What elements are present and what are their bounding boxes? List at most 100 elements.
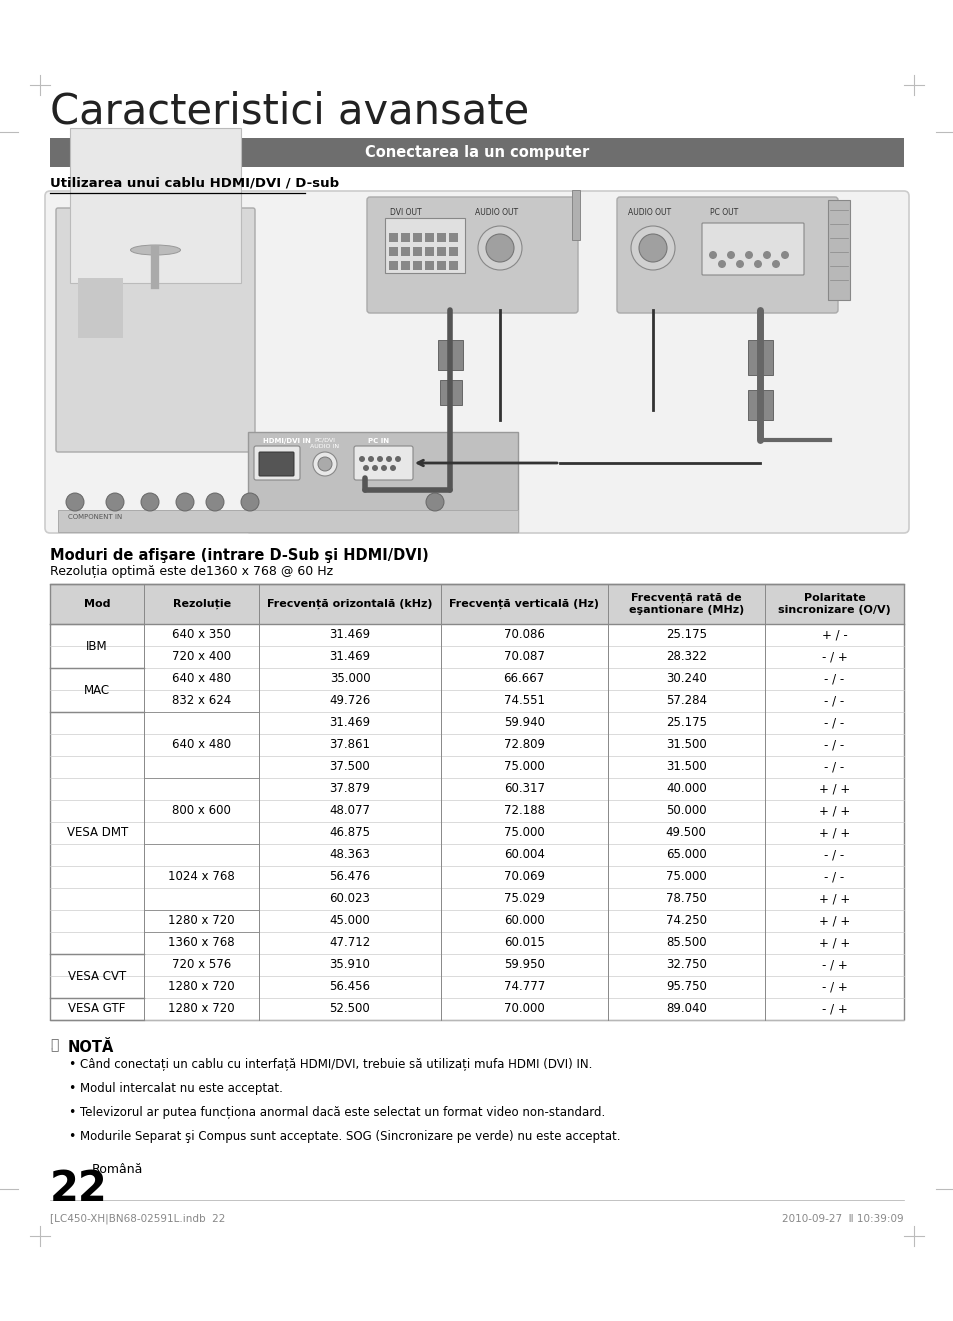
Text: 35.910: 35.910	[329, 959, 370, 971]
Text: - / -: - / -	[823, 871, 843, 884]
Circle shape	[66, 493, 84, 511]
Bar	[78, 277, 123, 338]
Bar	[439, 380, 461, 406]
FancyBboxPatch shape	[45, 192, 908, 532]
Text: •: •	[68, 1058, 75, 1071]
Text: 70.000: 70.000	[503, 1003, 544, 1016]
Text: 59.940: 59.940	[503, 716, 544, 729]
Text: 60.023: 60.023	[329, 893, 370, 905]
Circle shape	[630, 226, 675, 269]
Bar	[400, 247, 410, 256]
Text: 28.322: 28.322	[665, 650, 706, 663]
Bar	[424, 232, 434, 242]
Text: Moduri de afişare (intrare D-Sub şi HDMI/DVI): Moduri de afişare (intrare D-Sub şi HDMI…	[50, 548, 428, 563]
Text: Frecvență rată de
eşantionare (MHz): Frecvență rată de eşantionare (MHz)	[628, 593, 743, 616]
Text: 75.000: 75.000	[503, 761, 544, 774]
Circle shape	[718, 260, 725, 268]
Text: IBM: IBM	[87, 639, 108, 653]
Bar	[389, 262, 397, 269]
Bar	[50, 822, 903, 844]
Bar	[436, 232, 446, 242]
Text: DVI OUT: DVI OUT	[390, 207, 421, 217]
Bar	[449, 247, 457, 256]
Text: 2010-09-27  Ⅱ 10:39:09: 2010-09-27 Ⅱ 10:39:09	[781, 1214, 903, 1225]
Text: 720 x 576: 720 x 576	[172, 959, 232, 971]
Text: 48.363: 48.363	[329, 848, 370, 861]
Text: - / -: - / -	[823, 672, 843, 686]
Bar	[58, 510, 517, 532]
Text: + / -: + / -	[821, 629, 846, 642]
Circle shape	[206, 493, 224, 511]
Text: 31.469: 31.469	[329, 650, 370, 663]
Circle shape	[358, 456, 365, 462]
Text: 800 x 600: 800 x 600	[172, 804, 231, 818]
FancyBboxPatch shape	[367, 197, 578, 313]
Text: HDMI/DVI IN: HDMI/DVI IN	[263, 439, 311, 444]
Circle shape	[395, 456, 400, 462]
Circle shape	[317, 457, 332, 472]
Text: 37.861: 37.861	[329, 738, 370, 752]
Text: 70.086: 70.086	[503, 629, 544, 642]
Text: + / +: + / +	[818, 914, 849, 927]
Bar	[572, 190, 579, 240]
Text: Frecvență orizontală (kHz): Frecvență orizontală (kHz)	[267, 598, 433, 609]
Bar	[413, 262, 421, 269]
Text: + / +: + / +	[818, 893, 849, 905]
Text: Frecvență verticală (Hz): Frecvență verticală (Hz)	[449, 598, 598, 609]
Circle shape	[735, 260, 743, 268]
Circle shape	[175, 493, 193, 511]
Text: PC/DVI
AUDIO IN: PC/DVI AUDIO IN	[310, 439, 338, 449]
Text: Modurile Separat şi Compus sunt acceptate. SOG (Sincronizare pe verde) nu este a: Modurile Separat şi Compus sunt acceptat…	[80, 1129, 619, 1143]
Text: 60.317: 60.317	[503, 782, 544, 795]
Circle shape	[386, 456, 392, 462]
Text: 1024 x 768: 1024 x 768	[169, 871, 235, 884]
Text: 72.809: 72.809	[503, 738, 544, 752]
Bar	[50, 778, 903, 801]
Circle shape	[313, 452, 336, 476]
Text: VESA GTF: VESA GTF	[69, 1003, 126, 1016]
Text: 25.175: 25.175	[665, 629, 706, 642]
Text: - / +: - / +	[821, 650, 846, 663]
Text: 57.284: 57.284	[665, 695, 706, 708]
Circle shape	[141, 493, 159, 511]
Bar	[50, 712, 903, 734]
Circle shape	[771, 260, 780, 268]
Text: 75.029: 75.029	[503, 893, 544, 905]
Text: 📖: 📖	[50, 1038, 58, 1052]
Text: 1360 x 768: 1360 x 768	[169, 937, 234, 950]
Circle shape	[726, 251, 734, 259]
Circle shape	[708, 251, 717, 259]
Text: 66.667: 66.667	[503, 672, 544, 686]
Text: 56.476: 56.476	[329, 871, 370, 884]
Text: 70.069: 70.069	[503, 871, 544, 884]
Text: 52.500: 52.500	[330, 1003, 370, 1016]
Bar	[50, 690, 903, 712]
Circle shape	[376, 456, 382, 462]
FancyBboxPatch shape	[354, 446, 413, 480]
Text: + / +: + / +	[818, 827, 849, 840]
FancyBboxPatch shape	[258, 452, 294, 476]
Text: 22: 22	[50, 1168, 108, 1210]
Bar	[50, 624, 903, 646]
Text: 72.188: 72.188	[503, 804, 544, 818]
Bar	[50, 756, 903, 778]
Bar	[385, 218, 464, 273]
Text: 60.004: 60.004	[503, 848, 544, 861]
Text: 31.500: 31.500	[665, 738, 706, 752]
Bar	[389, 232, 397, 242]
Text: 32.750: 32.750	[665, 959, 706, 971]
Text: 1280 x 720: 1280 x 720	[169, 980, 234, 993]
Bar	[50, 668, 903, 690]
Bar	[248, 432, 517, 532]
Text: 89.040: 89.040	[665, 1003, 706, 1016]
Text: 1280 x 720: 1280 x 720	[169, 1003, 234, 1016]
Text: 45.000: 45.000	[330, 914, 370, 927]
Circle shape	[380, 465, 387, 472]
Text: 95.750: 95.750	[665, 980, 706, 993]
Bar	[50, 933, 903, 954]
Text: 74.250: 74.250	[665, 914, 706, 927]
Ellipse shape	[131, 244, 180, 255]
Bar	[436, 262, 446, 269]
Text: PC IN: PC IN	[368, 439, 389, 444]
Text: 31.469: 31.469	[329, 716, 370, 729]
